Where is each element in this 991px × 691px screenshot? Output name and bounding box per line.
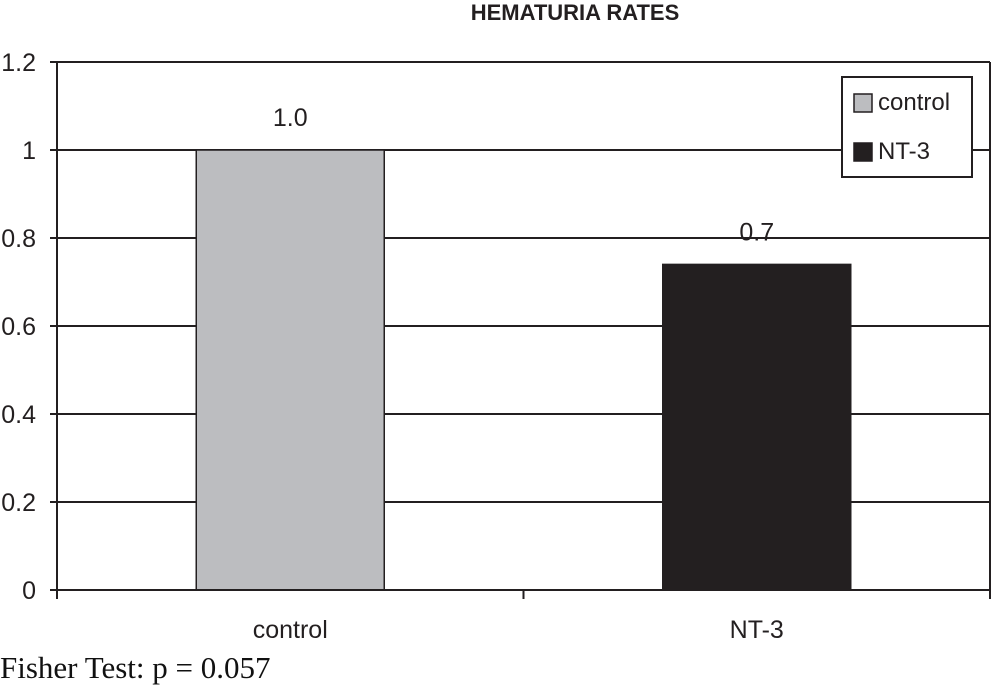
data-label: 1.0: [273, 104, 308, 132]
y-axis-ticks: 0 0.2 0.4 0.6 0.8 1 1.2: [1, 49, 57, 605]
y-tick-label: 0.6: [1, 313, 36, 341]
x-axis-ticks: control NT-3: [56, 590, 991, 644]
legend: control NT-3: [841, 76, 973, 178]
x-tick-label: control: [253, 616, 328, 644]
y-tick-label: 0.4: [1, 401, 36, 429]
legend-swatch-control: [853, 93, 873, 113]
axes: [56, 61, 991, 591]
legend-swatch-nt-3: [853, 142, 873, 162]
bar-control: [195, 149, 385, 591]
data-label: 0.7: [739, 218, 774, 246]
y-tick-label: 0.8: [1, 225, 36, 253]
fisher-test-note: Fisher Test: p = 0.057: [0, 650, 271, 685]
data-labels: 1.0 0.7: [273, 104, 774, 246]
bar-nt-3: [662, 263, 852, 591]
bars: [195, 149, 852, 591]
legend-label-nt-3: NT-3: [878, 138, 930, 165]
y-tick-label: 0: [22, 577, 36, 605]
x-tick-label: NT-3: [730, 616, 784, 644]
chart-title: HEMATURIA RATES: [471, 0, 680, 25]
y-tick-label: 1.2: [1, 49, 36, 77]
y-tick-label: 1: [22, 137, 36, 165]
legend-label-control: control: [878, 89, 950, 116]
y-tick-label: 0.2: [1, 489, 36, 517]
